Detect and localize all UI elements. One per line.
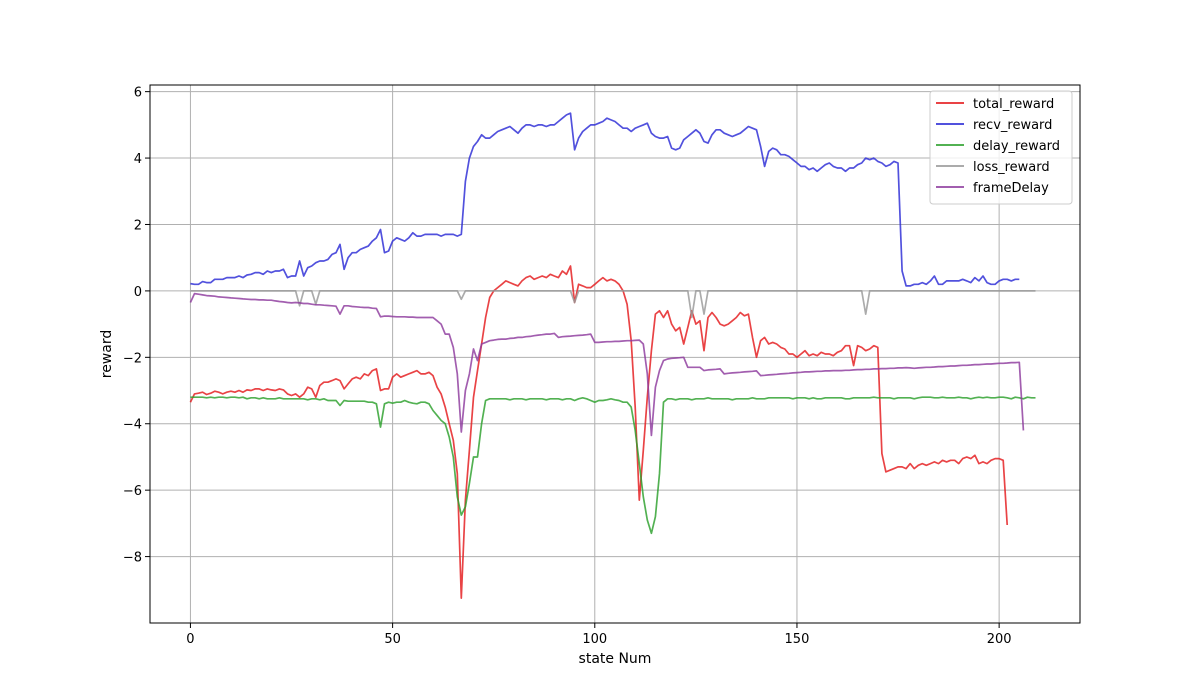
y-axis-label: reward [99, 330, 115, 379]
plot-frame [149, 84, 1081, 624]
x-tick-label: 100 [582, 632, 607, 647]
y-tick-label: −8 [123, 551, 142, 566]
legend-box [929, 90, 1073, 205]
y-tick-label: 6 [134, 86, 142, 101]
series-line-recv_reward [190, 112, 1020, 287]
y-tick-label: −2 [123, 351, 142, 366]
legend-label: delay_reward [973, 139, 1060, 154]
y-tick-label: 4 [134, 152, 142, 167]
series-layer [189, 112, 1036, 599]
legend: total_reward recv_reward delay_reward loss_… [929, 90, 1073, 205]
series-line-total_reward [189, 265, 1009, 599]
series-line-loss_reward [190, 290, 1036, 319]
tick-layer: 0 50 100 150 200 −8 −6 −4 −2 0 2 4 6 [123, 86, 1012, 647]
series-line-frameDelay [189, 292, 1025, 437]
x-tick-label: 150 [785, 632, 810, 647]
legend-label: total_reward [973, 97, 1054, 112]
y-tick-label: 2 [134, 218, 142, 233]
x-tick-label: 200 [987, 632, 1012, 647]
x-axis-label: state Num [579, 651, 652, 667]
x-tick-label: 0 [186, 632, 194, 647]
y-tick-label: −4 [123, 418, 142, 433]
y-tick-label: −6 [123, 484, 142, 499]
series-line-delay_reward [190, 396, 1036, 535]
x-tick-label: 50 [384, 632, 401, 647]
legend-label: recv_reward [973, 118, 1052, 133]
legend-label: frameDelay [973, 181, 1049, 196]
y-tick-label: 0 [134, 285, 142, 300]
legend-label: loss_reward [973, 160, 1050, 175]
